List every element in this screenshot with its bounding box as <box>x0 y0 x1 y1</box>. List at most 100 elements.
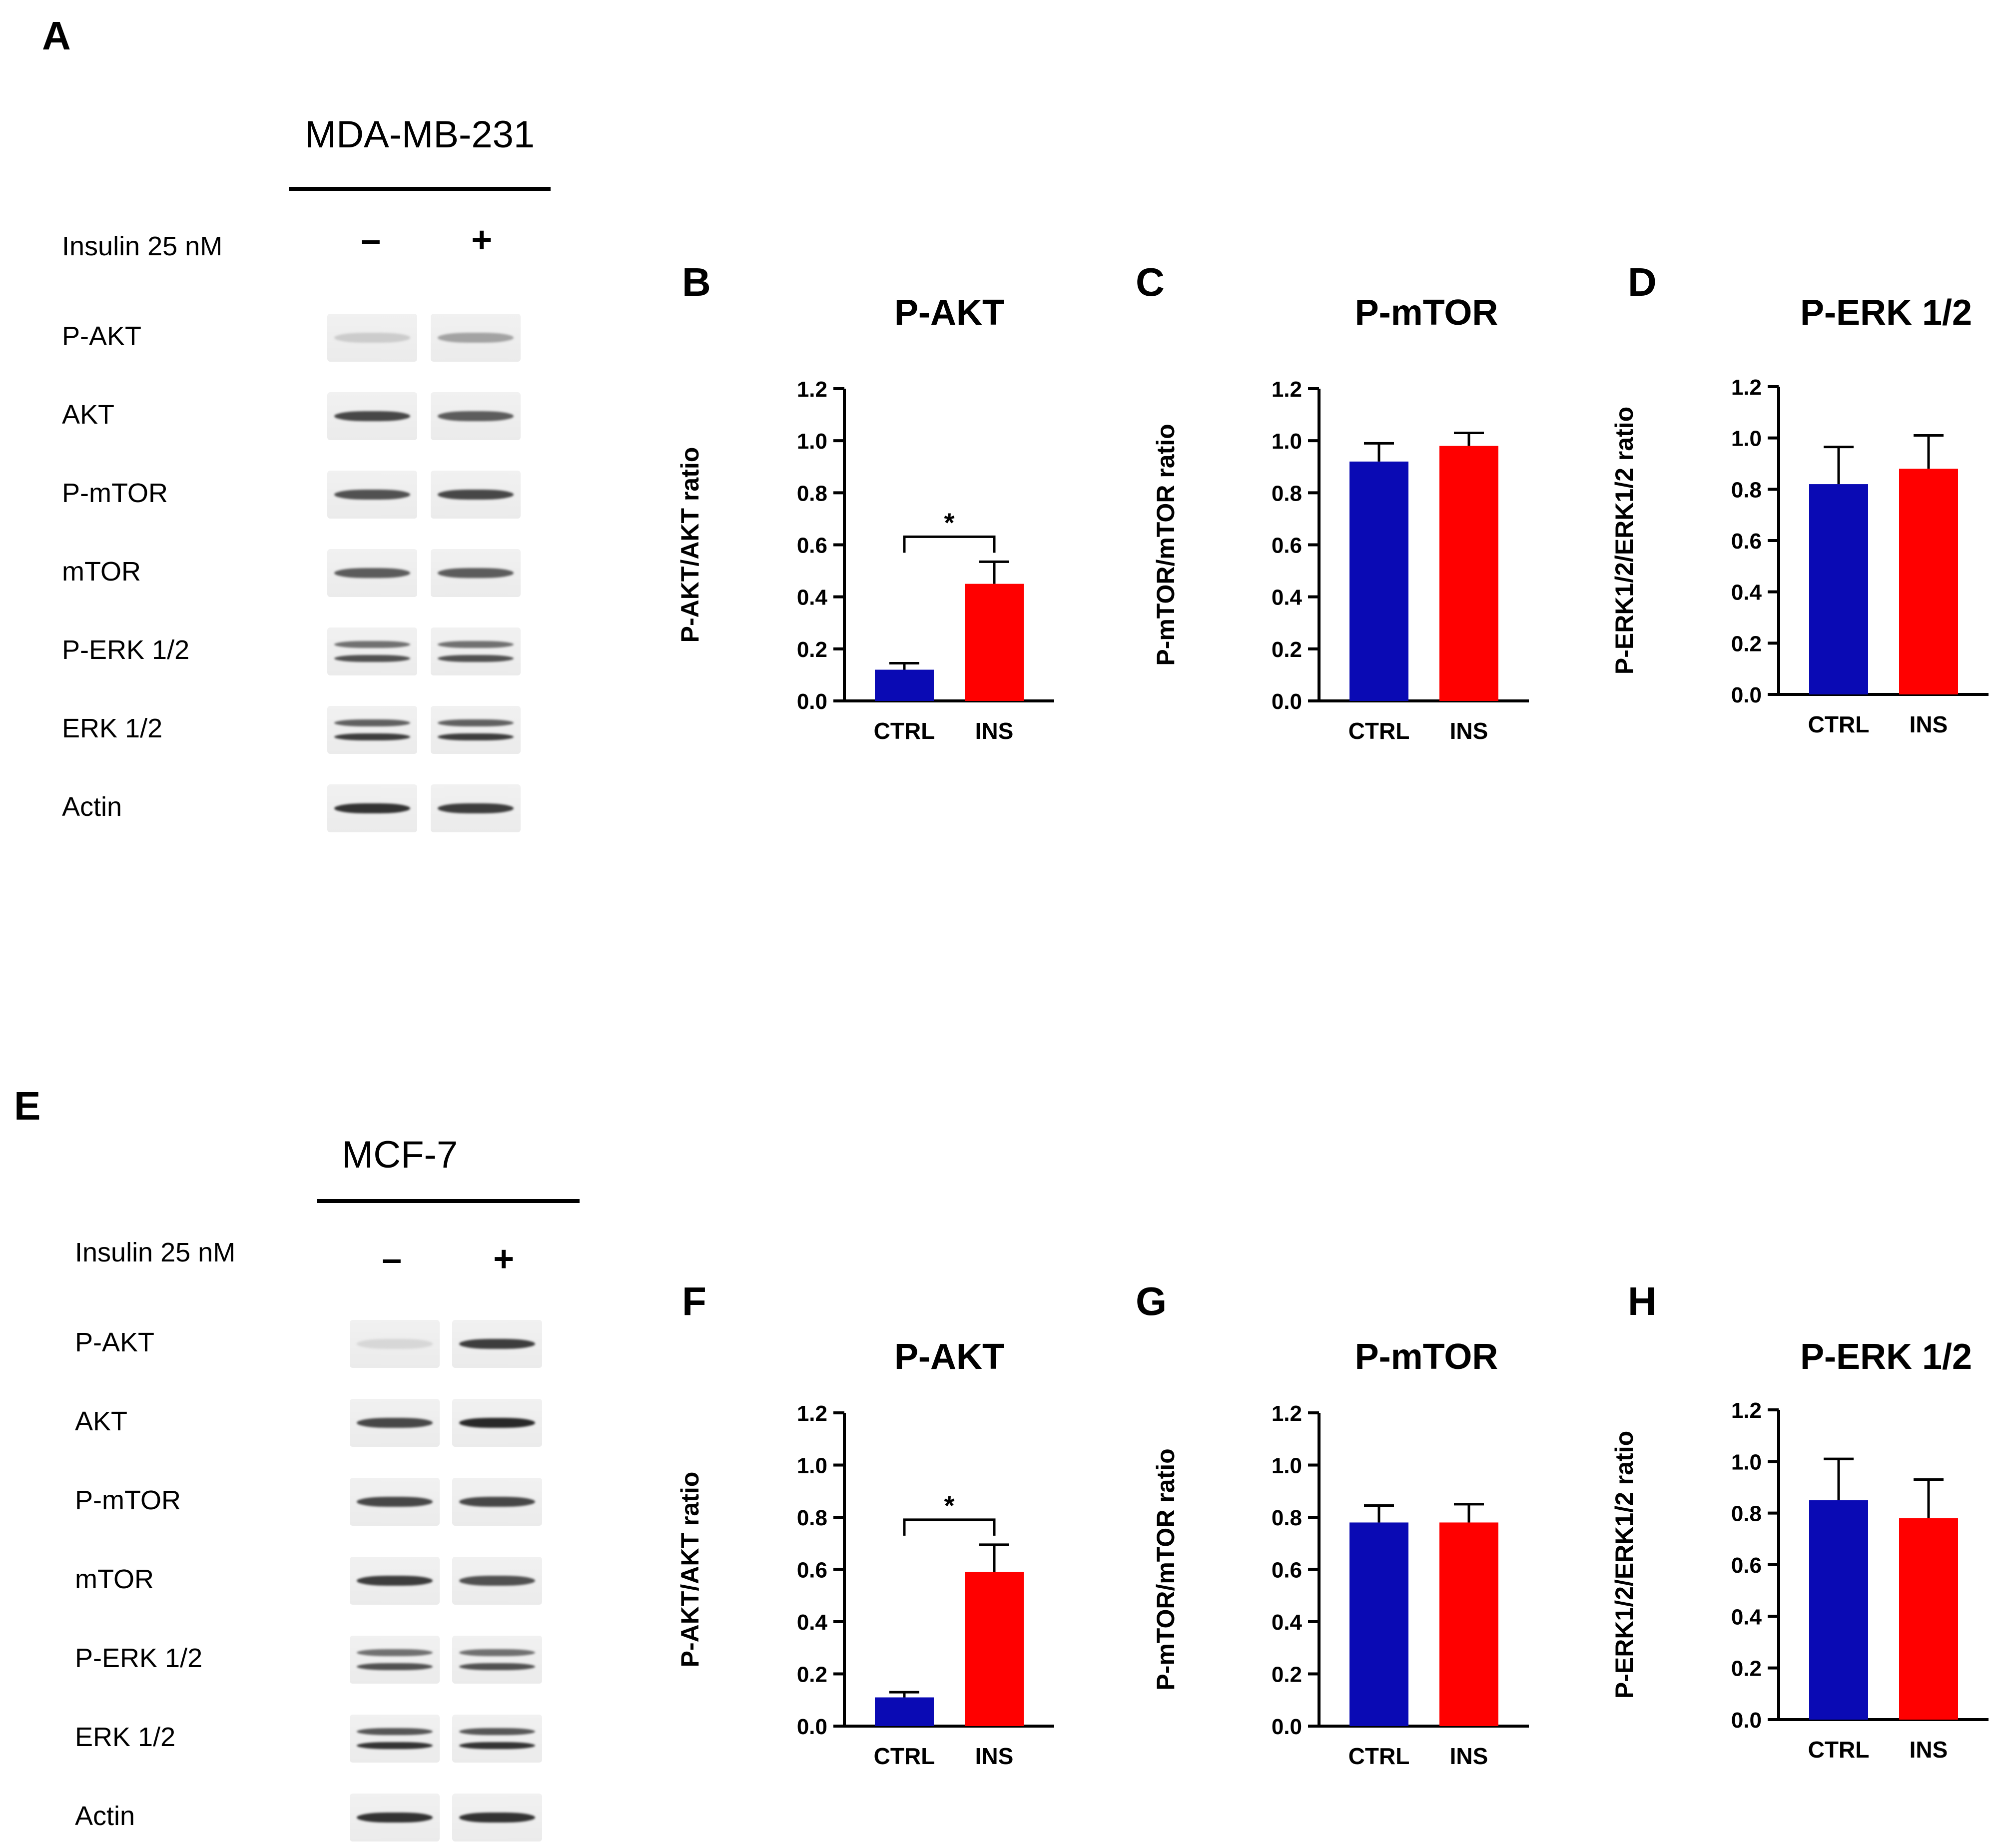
band-label: ERK 1/2 <box>62 713 163 743</box>
x-tick-label: CTRL <box>874 718 935 744</box>
blot-band <box>438 655 514 662</box>
blot-lane-ctrl <box>327 706 417 754</box>
blot-band <box>334 733 410 740</box>
blot-lane-ctrl <box>327 549 417 597</box>
y-tick-label: 0.6 <box>1731 1553 1762 1578</box>
significance-marker: * <box>944 1491 954 1521</box>
y-tick-label: 1.0 <box>1272 429 1302 454</box>
blot-band <box>459 1576 535 1586</box>
y-tick-label: 0.6 <box>797 1558 827 1583</box>
blot-lane-ins <box>452 1715 542 1763</box>
significance-bracket <box>903 535 996 553</box>
blot-lane-ins <box>452 1478 542 1526</box>
x-tick-label: CTRL <box>1808 1737 1870 1763</box>
plus-sign: + <box>471 220 493 260</box>
panel-label: G <box>1136 1279 1167 1323</box>
blot-lane-ctrl <box>350 1557 440 1605</box>
x-tick-label: INS <box>1450 1743 1488 1769</box>
y-tick-label: 1.0 <box>797 429 827 454</box>
y-tick-label: 0.0 <box>1272 1715 1302 1739</box>
cell-line-underline <box>317 1199 580 1203</box>
y-tick-label: 0.4 <box>1731 1605 1762 1629</box>
blot-lane-ins <box>452 1636 542 1684</box>
chart-title: P-AKT <box>894 293 1004 333</box>
y-tick-label: 0.8 <box>797 481 827 506</box>
significance-marker: * <box>944 508 954 538</box>
y-tick-label: 1.0 <box>1731 427 1762 451</box>
treatment-label: Insulin 25 nM <box>75 1237 236 1267</box>
y-axis-label: P-ERK1/2/ERK1/2 ratio <box>1610 1431 1638 1699</box>
y-tick-label: 1.0 <box>1731 1450 1762 1474</box>
bar-ctrl <box>875 1697 934 1726</box>
blot-band <box>438 803 514 813</box>
western-blot-mda-mb-231: MDA-MB-231 Insulin 25 nM – + P-AKT AKT P-m… <box>0 0 600 949</box>
bar-ins <box>965 584 1024 701</box>
bar-ctrl <box>1809 484 1868 694</box>
blot-lane-ctrl <box>350 1794 440 1842</box>
blot-band <box>334 568 410 578</box>
blot-band <box>438 733 514 740</box>
blot-band <box>459 1728 535 1735</box>
band-label: mTOR <box>62 557 141 587</box>
blot-lane-ins <box>452 1557 542 1605</box>
treatment-label: Insulin 25 nM <box>62 231 223 261</box>
blot-band <box>357 1576 433 1586</box>
y-tick-label: 0.8 <box>1731 1502 1762 1526</box>
blot-lane-ins <box>452 1794 542 1842</box>
chart-title: P-mTOR <box>1355 1337 1498 1377</box>
blot-band <box>357 1339 433 1349</box>
minus-sign: – <box>381 1239 402 1279</box>
blot-band <box>357 1728 433 1735</box>
bar-ins <box>1899 469 1958 694</box>
y-tick-label: 0.8 <box>797 1506 827 1530</box>
x-tick-label: INS <box>1450 718 1488 744</box>
blot-lane-ins <box>431 784 521 832</box>
y-tick-label: 0.8 <box>1272 481 1302 506</box>
blot-band <box>438 411 514 421</box>
bar-ctrl <box>1349 1522 1408 1726</box>
y-tick-label: 0.0 <box>1731 683 1762 707</box>
blot-lane-ctrl <box>327 627 417 675</box>
blot-lane-ins <box>431 549 521 597</box>
blot-band <box>334 719 410 726</box>
significance-bracket <box>903 1518 996 1536</box>
y-tick-label: 0.0 <box>1272 689 1302 714</box>
y-tick-label: 0.6 <box>797 534 827 558</box>
band-label: P-ERK 1/2 <box>75 1643 203 1673</box>
blot-lane-ins <box>431 706 521 754</box>
chart-title: P-ERK 1/2 <box>1800 293 1972 333</box>
y-axis-label: P-mTOR/mTOR ratio <box>1152 1448 1180 1690</box>
x-tick-label: CTRL <box>1348 1743 1410 1769</box>
chart-title: P-AKT <box>894 1337 1004 1377</box>
blot-band <box>459 1813 535 1823</box>
minus-sign: – <box>360 220 381 260</box>
chart-title: P-mTOR <box>1355 293 1498 333</box>
band-label: AKT <box>62 400 115 430</box>
y-tick-label: 0.2 <box>1731 1657 1762 1681</box>
x-tick-label: INS <box>975 718 1014 744</box>
x-tick-label: CTRL <box>874 1743 935 1769</box>
blot-band <box>459 1497 535 1507</box>
blot-lane-ins <box>431 627 521 675</box>
blot-band <box>438 333 514 343</box>
band-label: P-AKT <box>62 321 142 351</box>
y-tick-label: 1.2 <box>1731 1398 1762 1423</box>
chart-title: P-ERK 1/2 <box>1800 1337 1972 1377</box>
blot-band <box>334 411 410 421</box>
cell-line-title: MDA-MB-231 <box>304 113 535 156</box>
blot-lane-ins <box>431 471 521 519</box>
y-tick-label: 0.2 <box>797 1663 827 1687</box>
y-tick-label: 1.2 <box>797 377 827 402</box>
y-tick-label: 0.2 <box>1272 1663 1302 1687</box>
y-tick-label: 0.4 <box>797 1610 828 1635</box>
y-tick-label: 0.4 <box>1272 1610 1303 1635</box>
y-tick-label: 1.2 <box>1731 375 1762 400</box>
x-tick-label: INS <box>1910 711 1948 737</box>
y-tick-label: 0.4 <box>1731 581 1762 605</box>
x-tick-label: CTRL <box>1348 718 1410 744</box>
panel-label: C <box>1136 260 1165 304</box>
bar-ins <box>1899 1518 1958 1720</box>
blot-lane-ctrl <box>350 1320 440 1368</box>
y-axis-label: P-AKT/AKT ratio <box>676 1472 704 1668</box>
